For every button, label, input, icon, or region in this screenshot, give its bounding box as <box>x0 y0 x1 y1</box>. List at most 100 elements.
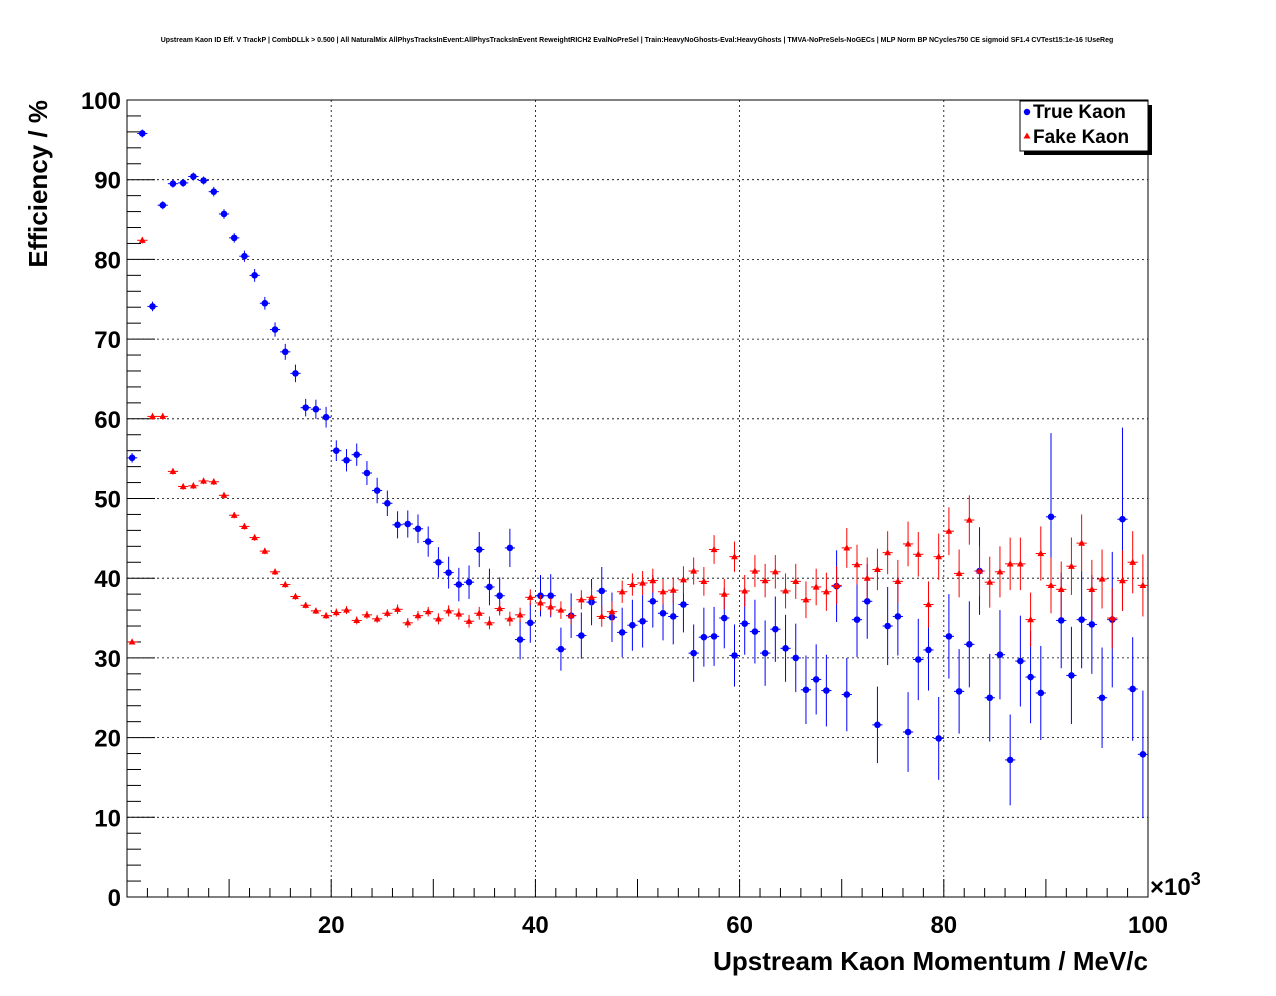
data-point <box>1088 621 1096 628</box>
data-point <box>690 649 697 657</box>
data-point <box>312 607 320 614</box>
data-point <box>526 593 534 600</box>
data-point <box>149 303 156 310</box>
y-axis-label: Efficiency / % <box>23 100 53 268</box>
data-point <box>843 691 851 698</box>
x-tick-label: 80 <box>930 912 957 939</box>
data-point <box>802 686 810 694</box>
data-point <box>812 676 820 683</box>
data-point <box>333 447 340 454</box>
data-point <box>139 130 146 137</box>
data-point <box>373 615 381 622</box>
data-point <box>1098 575 1106 582</box>
legend-label-fake-kaon: Fake Kaon <box>1033 127 1129 148</box>
data-point <box>802 596 810 603</box>
y-tick-label: 30 <box>94 646 121 673</box>
data-point <box>680 576 687 583</box>
data-point <box>547 603 555 610</box>
data-point <box>925 600 932 608</box>
data-point <box>751 628 759 635</box>
data-point <box>557 606 565 613</box>
data-point <box>700 633 708 641</box>
y-tick-label: 100 <box>81 88 121 115</box>
data-point <box>935 735 942 742</box>
x-multiplier-base: ×10 <box>1150 874 1191 901</box>
data-point <box>343 606 350 613</box>
data-point <box>455 581 463 588</box>
grid-lines <box>127 100 1148 897</box>
data-point <box>435 615 442 622</box>
y-tick-label: 80 <box>94 247 121 274</box>
data-point <box>424 608 432 615</box>
data-point <box>659 609 667 617</box>
data-point <box>537 599 544 606</box>
data-point <box>996 568 1004 575</box>
data-point <box>1129 685 1136 693</box>
data-point <box>751 567 759 574</box>
y-tick-label: 40 <box>94 566 121 593</box>
y-tick-label: 10 <box>94 805 121 832</box>
data-point <box>863 574 871 581</box>
data-point <box>700 577 708 584</box>
data-point <box>465 578 473 586</box>
data-point <box>577 596 585 603</box>
data-point <box>833 581 840 588</box>
data-point <box>884 622 891 630</box>
y-tick-label: 90 <box>94 168 121 195</box>
data-point <box>404 520 412 528</box>
data-point <box>894 577 902 584</box>
data-point <box>496 604 504 612</box>
series-true-kaon <box>127 129 1148 819</box>
data-point <box>1078 539 1086 546</box>
data-point <box>874 565 881 573</box>
data-point <box>598 587 606 595</box>
data-point <box>986 578 994 585</box>
data-point <box>853 561 861 568</box>
data-point <box>567 612 575 619</box>
data-point <box>506 544 514 552</box>
data-point <box>639 617 646 625</box>
data-point <box>598 612 606 620</box>
data-point <box>1047 581 1055 588</box>
data-point <box>1088 585 1096 592</box>
data-point <box>404 619 412 626</box>
data-point <box>210 478 218 485</box>
data-point <box>353 616 361 624</box>
data-point <box>853 616 861 623</box>
data-point <box>914 656 922 663</box>
data-point <box>812 583 820 590</box>
data-point <box>414 525 422 533</box>
data-point <box>516 611 524 618</box>
data-point <box>1057 617 1065 624</box>
legend: True Kaon Fake Kaon <box>1019 100 1152 155</box>
data-point <box>506 615 514 622</box>
data-point <box>1037 549 1045 557</box>
data-point <box>618 629 626 636</box>
data-series <box>127 129 1148 819</box>
data-point <box>731 652 738 659</box>
data-point <box>241 252 248 260</box>
data-point <box>1047 513 1055 521</box>
data-point <box>261 547 269 554</box>
data-point <box>966 641 973 648</box>
data-point <box>761 649 769 657</box>
data-point <box>669 586 677 593</box>
data-point <box>578 632 585 639</box>
data-point <box>710 545 718 553</box>
data-point <box>200 177 207 184</box>
data-point <box>1006 560 1014 567</box>
data-point <box>884 549 892 556</box>
data-point <box>649 598 657 605</box>
data-point <box>618 588 626 595</box>
data-point <box>1119 515 1126 523</box>
data-point <box>680 601 687 608</box>
data-point <box>179 482 187 490</box>
data-point <box>159 412 167 420</box>
data-point <box>741 620 749 627</box>
data-point <box>343 456 350 464</box>
data-point <box>159 201 167 209</box>
data-point <box>220 210 228 218</box>
data-point <box>710 633 718 640</box>
y-tick-label: 60 <box>94 407 121 434</box>
data-point <box>659 588 667 595</box>
